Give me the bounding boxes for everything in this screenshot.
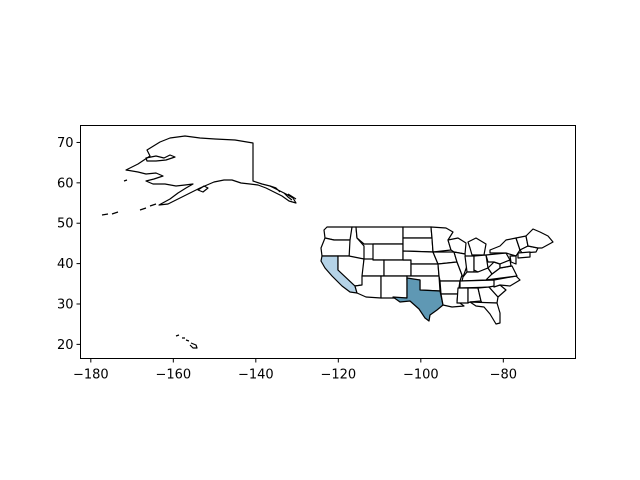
maryland-shape (499, 259, 512, 269)
new-york-shape (489, 237, 521, 257)
maine-shape (525, 228, 554, 249)
x-tick-label: −100 (403, 368, 439, 383)
indiana-shape (464, 255, 475, 273)
kansas-shape (410, 263, 440, 277)
x-axis-ticks: −180 −160 −140 −120 −100 −80 (73, 358, 517, 383)
oregon-shape (320, 237, 353, 257)
alabama-shape (467, 287, 482, 304)
y-tick-label: 70 (57, 136, 74, 151)
y-tick-label: 60 (57, 176, 74, 191)
x-tick-label: −140 (238, 368, 274, 383)
colorado-shape (383, 259, 412, 277)
new-mexico-shape (380, 275, 408, 299)
new-jersey-shape (509, 255, 517, 265)
y-tick-label: 50 (57, 217, 74, 232)
y-tick-label: 40 (57, 257, 74, 272)
montana-shape (355, 226, 404, 245)
connecticut-ri-shape (517, 251, 531, 259)
map-geometry (101, 135, 554, 349)
washington-shape (323, 226, 353, 241)
y-axis-ticks: 20 30 40 50 60 70 (57, 136, 81, 353)
south-dakota-shape (402, 237, 434, 253)
alaska-kodiak (197, 185, 209, 193)
utah-shape (361, 258, 385, 277)
x-tick-label: −80 (490, 368, 517, 383)
hawaii-islands (175, 334, 198, 349)
x-tick-label: −180 (73, 368, 109, 383)
x-tick-label: −160 (155, 368, 191, 383)
y-tick-label: 30 (57, 297, 74, 312)
aleutian-islands (101, 179, 157, 216)
x-tick-label: −120 (320, 368, 356, 383)
florida-shape (469, 301, 501, 325)
alaska-shape (125, 135, 297, 206)
y-tick-label: 20 (57, 338, 74, 353)
axes-frame (80, 125, 576, 359)
wyoming-shape (372, 243, 404, 261)
michigan-shape (467, 237, 487, 256)
alaska-north-islands (145, 154, 176, 162)
arkansas-shape (439, 280, 461, 295)
alaska-panhandle-islands (269, 185, 297, 201)
texas-shape (392, 277, 444, 322)
north-dakota-shape (402, 226, 433, 239)
mississippi-shape (456, 287, 469, 304)
